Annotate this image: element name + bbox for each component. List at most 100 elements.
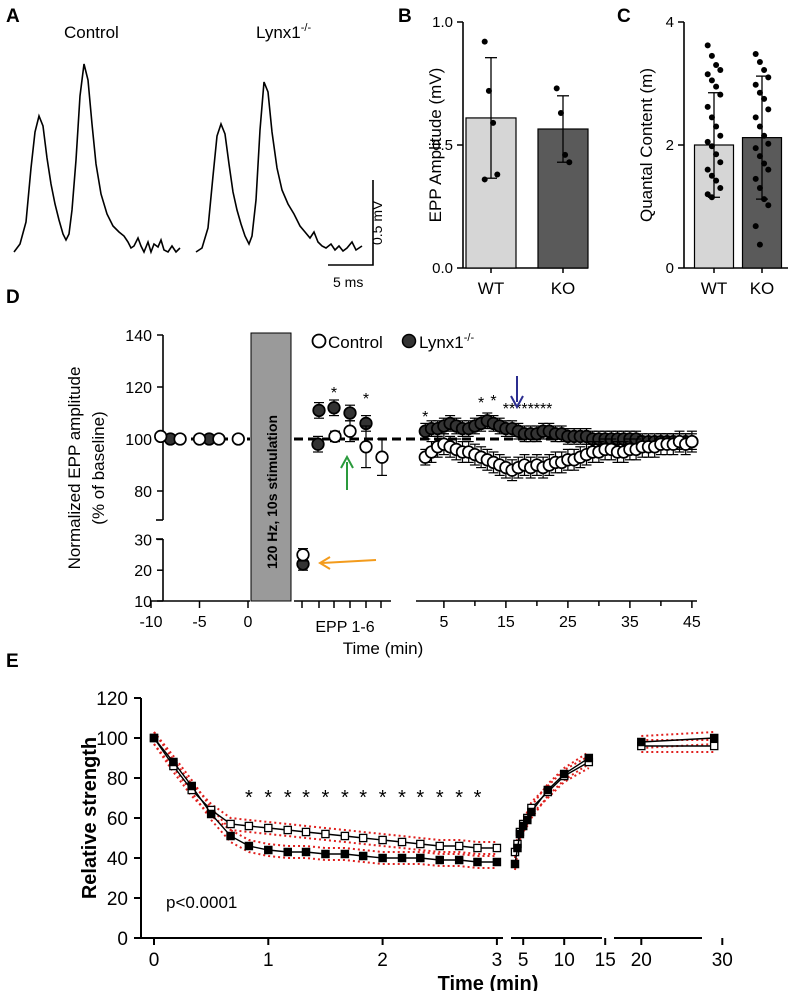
- panel-b-letter: B: [398, 6, 412, 27]
- legend-lynx-marker: [401, 333, 417, 349]
- x-tick-label: 0: [149, 950, 160, 971]
- data-point: [765, 202, 772, 209]
- lynx-marker: [513, 843, 522, 853]
- x-tick-label: KO: [750, 279, 775, 298]
- control-epp-point: [359, 440, 373, 454]
- data-point: [765, 166, 772, 173]
- data-point: [713, 123, 720, 130]
- significance-asterisk: *: [264, 787, 272, 809]
- y-axis-label: Relative strength: [79, 737, 101, 899]
- x-axis-label: Time (min): [343, 639, 424, 658]
- control-marker: [416, 839, 425, 849]
- panel-a: A Control Lynx1-/- 0.5 mV 5 ms: [6, 6, 385, 290]
- data-point: [708, 143, 715, 150]
- y-tick-label: 80: [134, 484, 152, 501]
- lynx-marker: [321, 849, 330, 859]
- data-point: [752, 175, 759, 182]
- data-point: [761, 196, 768, 203]
- data-point: [752, 223, 759, 230]
- significance-asterisk: *: [478, 395, 484, 412]
- y-tick-label: 80: [107, 769, 128, 790]
- significance-asterisk: *: [546, 401, 552, 418]
- y-tick-label: 20: [134, 563, 152, 580]
- significance-asterisk: *: [515, 401, 521, 418]
- control-marker: [321, 829, 330, 839]
- control-marker: [435, 841, 444, 851]
- control-marker: [340, 831, 350, 841]
- scale-time-label: 5 ms: [333, 274, 363, 290]
- lynx-epp-point: [327, 401, 341, 415]
- significance-asterisk: *: [503, 401, 509, 418]
- lynx-marker: [435, 855, 444, 865]
- y-tick-label: 120: [125, 380, 152, 397]
- data-point: [761, 160, 768, 167]
- panel-d-letter: D: [6, 287, 20, 308]
- scale-voltage-label: 0.5 mV: [369, 200, 385, 245]
- y-tick-label: 0: [666, 260, 674, 277]
- data-point: [752, 50, 759, 57]
- data-point: [756, 123, 763, 130]
- lynx-marker: [264, 845, 273, 855]
- significance-asterisk: *: [436, 787, 444, 809]
- significance-asterisk: *: [245, 787, 253, 809]
- control-epp-point: [375, 450, 389, 464]
- x-tick-label: 5: [439, 614, 448, 631]
- control-marker: [283, 825, 292, 835]
- data-point: [756, 153, 763, 160]
- lynx-line: [514, 757, 590, 865]
- arrow-left-icon: [318, 556, 377, 570]
- lynx-epp-trace: [195, 81, 363, 253]
- control-marker: [397, 837, 407, 847]
- control-baseline-point: [231, 432, 245, 446]
- significance-asterisk: *: [359, 787, 367, 809]
- p-value-label: p<0.0001: [166, 893, 237, 912]
- scale-bar: [328, 180, 374, 266]
- data-point: [765, 140, 772, 147]
- control-epp-point: [328, 429, 342, 444]
- data-point: [485, 87, 492, 94]
- control-marker: [454, 841, 464, 851]
- control-post-point: [685, 434, 699, 449]
- data-point: [704, 166, 711, 173]
- control-baseline-point: [192, 432, 207, 446]
- control-ci-upper: [153, 731, 497, 843]
- lynx-marker: [206, 809, 216, 819]
- data-point: [717, 132, 724, 139]
- x-tick-label: -5: [192, 614, 206, 631]
- lynx-marker: [301, 847, 311, 857]
- significance-asterisk: *: [341, 787, 349, 809]
- data-point: [490, 119, 497, 126]
- lynx-marker: [473, 857, 482, 867]
- x-tick-label: 15: [497, 614, 515, 631]
- data-point: [756, 89, 763, 96]
- data-point: [756, 58, 763, 65]
- data-point: [761, 66, 768, 73]
- arrow-up-icon: [340, 454, 354, 490]
- data-point: [761, 95, 768, 102]
- y-axis-label: Normalized EPP amplitude: [65, 367, 84, 570]
- data-point: [704, 138, 711, 145]
- data-point: [761, 132, 768, 139]
- data-point: [752, 114, 759, 121]
- y-tick-label: 60: [107, 809, 128, 830]
- significance-asterisk: *: [509, 401, 515, 418]
- significance-asterisk: *: [490, 393, 496, 410]
- x-tick-label: 5: [518, 950, 529, 971]
- lynx-marker: [397, 853, 407, 863]
- lynx-marker: [523, 815, 532, 825]
- control-marker: [709, 741, 719, 751]
- lynx-ci-lower: [153, 743, 497, 869]
- x-tick-label: WT: [478, 279, 504, 298]
- y-tick-label: 30: [134, 532, 152, 549]
- lynx-marker: [378, 853, 387, 863]
- y-axis-label: EPP Amplitude (mV): [426, 68, 445, 223]
- lynx-epp-point: [343, 406, 357, 420]
- control-baseline-point: [212, 432, 226, 446]
- significance-asterisk: *: [540, 401, 546, 418]
- lynx-marker: [187, 781, 196, 791]
- significance-asterisk: *: [416, 787, 424, 809]
- lynx-marker: [492, 857, 502, 867]
- data-point: [708, 52, 715, 59]
